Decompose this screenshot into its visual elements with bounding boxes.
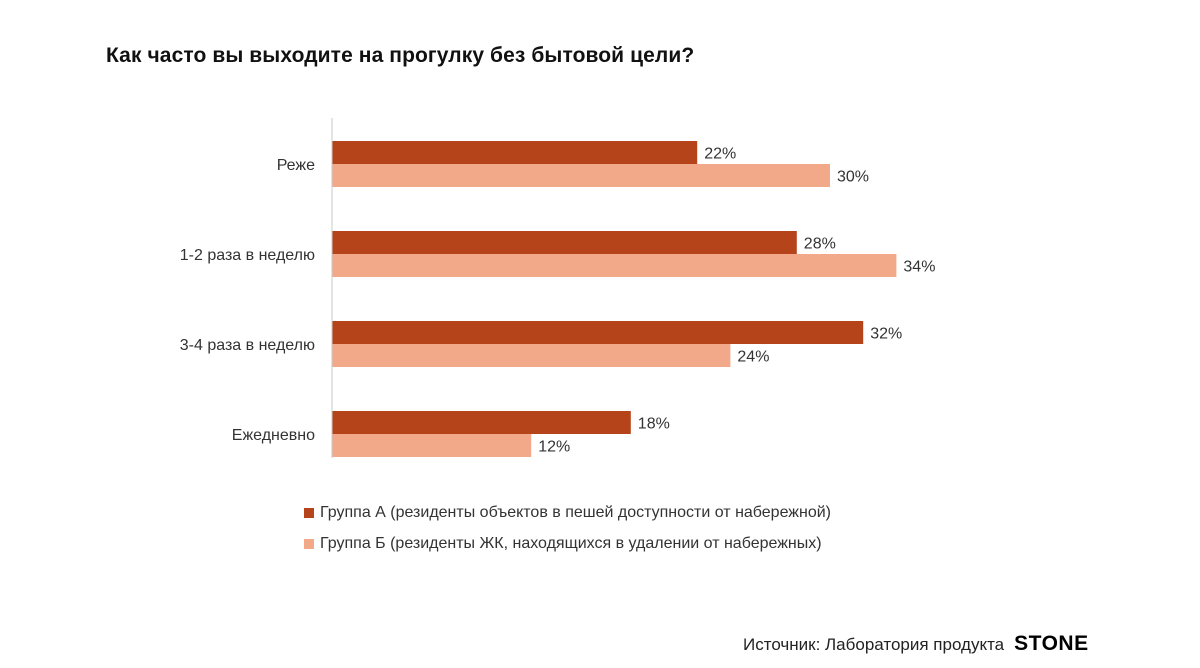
- value-label-group-a-rezhe: 22%: [704, 146, 736, 163]
- bar-group-b-1-2-per-week: [332, 254, 897, 277]
- category-label-3-4-per-week: 3-4 раза в неделю: [180, 337, 315, 354]
- legend-label-group-b: Группа Б (резиденты ЖК, находящихся в уд…: [320, 534, 822, 552]
- legend-item-group-b: Группа Б (резиденты ЖК, находящихся в уд…: [304, 528, 831, 559]
- value-label-group-b-daily: 12%: [538, 439, 570, 456]
- value-label-group-a-1-2-per-week: 28%: [804, 236, 836, 253]
- source-line: Источник: Лаборатория продукта STONE: [743, 632, 1089, 656]
- bar-group-a-daily: [332, 411, 631, 434]
- category-label-rezhe: Реже: [277, 157, 315, 174]
- chart-title: Как часто вы выходите на прогулку без бы…: [106, 44, 695, 67]
- value-label-group-b-rezhe: 30%: [837, 169, 869, 186]
- bar-group-a-1-2-per-week: [332, 231, 797, 254]
- value-label-group-b-1-2-per-week: 34%: [903, 259, 935, 276]
- legend-swatch-group-b: [304, 538, 314, 549]
- bar-group-a-rezhe: [332, 141, 698, 164]
- bars-layer: [332, 141, 897, 457]
- bar-group-b-daily: [332, 434, 532, 457]
- bar-group-b-3-4-per-week: [332, 344, 731, 367]
- legend-label-group-a: Группа А (резиденты объектов в пешей дос…: [320, 503, 831, 521]
- legend-swatch-group-a: [304, 507, 314, 518]
- legend: Группа А (резиденты объектов в пешей дос…: [304, 497, 831, 559]
- source-text: Источник: Лаборатория продукта: [743, 635, 1005, 654]
- labels-layer: Реже 22% 30% 1-2 раза в неделю 28% 34% 3-4 раз…: [180, 146, 936, 456]
- value-label-group-a-3-4-per-week: 32%: [870, 326, 902, 343]
- bar-group-b-rezhe: [332, 164, 830, 187]
- category-label-daily: Ежедневно: [232, 427, 315, 444]
- value-label-group-b-3-4-per-week: 24%: [737, 349, 769, 366]
- legend-item-group-a: Группа А (резиденты объектов в пешей дос…: [304, 497, 831, 528]
- value-label-group-a-daily: 18%: [638, 416, 670, 433]
- category-label-1-2-per-week: 1-2 раза в неделю: [180, 247, 315, 264]
- stone-logo: STONE: [1014, 632, 1089, 655]
- bar-group-a-3-4-per-week: [332, 321, 864, 344]
